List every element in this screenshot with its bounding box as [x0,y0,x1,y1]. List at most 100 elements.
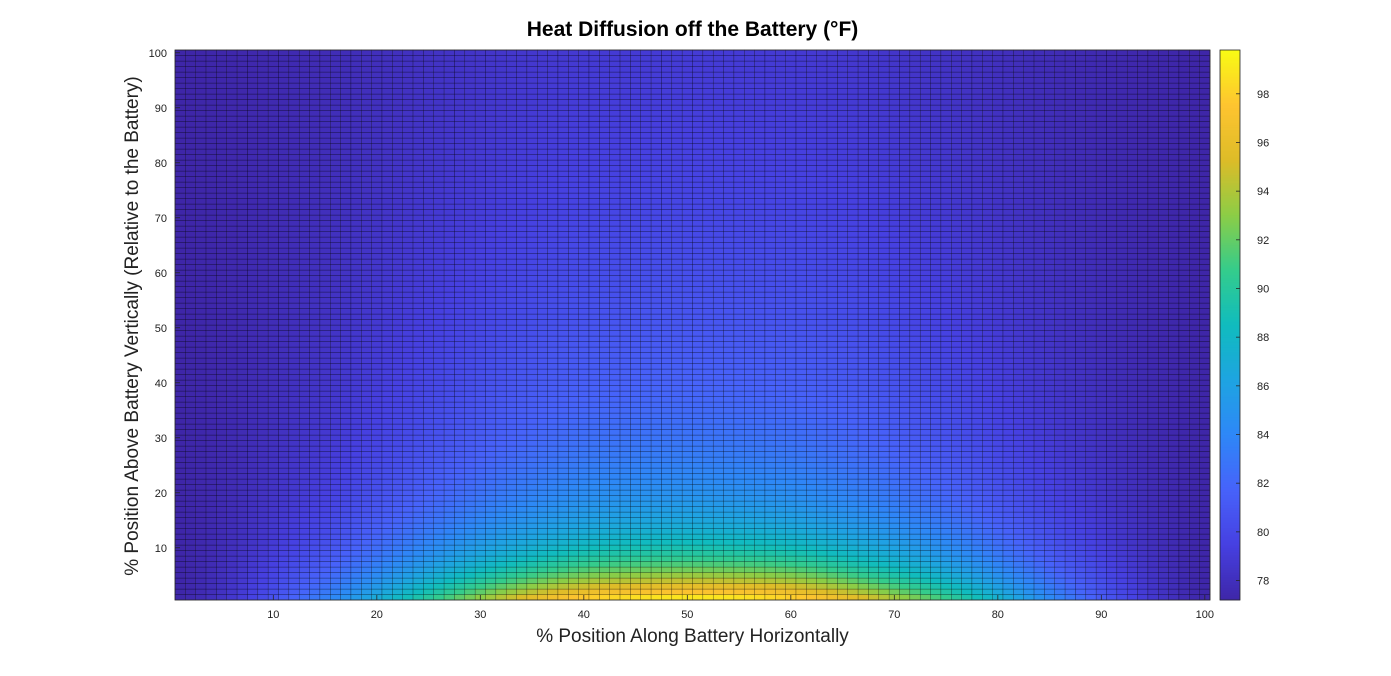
heatmap-cell [195,82,207,89]
heatmap-cell [671,451,683,458]
heatmap-cell [195,264,207,271]
heatmap-cell [392,341,403,348]
heatmap-cell [412,555,424,562]
heatmap-cell [454,181,466,188]
heatmap-cell [412,566,424,573]
heatmap-cell [609,60,621,67]
heatmap-cell [433,291,445,298]
heatmap-cell [640,258,652,265]
heatmap-cell [681,275,693,282]
heatmap-cell [288,517,300,524]
heatmap-cell [402,231,414,238]
heatmap-cell [619,77,631,84]
heatmap-cell [298,121,310,128]
heatmap-cell [526,93,538,100]
heatmap-cell [526,335,538,342]
heatmap-cell [526,440,538,447]
heatmap-cell [495,407,507,414]
heatmap-cell [257,456,269,463]
heatmap-cell [298,82,310,89]
heatmap-cell [599,242,610,249]
heatmap-cell [526,533,538,540]
heatmap-cell [671,214,683,221]
heatmap-cell [609,335,621,342]
heatmap-cell [505,176,517,183]
heatmap-cell [619,533,631,540]
heatmap-cell [298,269,310,276]
heatmap-cell [288,396,300,403]
heatmap-cell [216,198,228,205]
heatmap-cell [433,577,445,584]
heatmap-cell [288,495,300,502]
heatmap-cell [402,148,414,155]
heatmap-cell [464,203,476,210]
heatmap-cell [640,110,652,117]
heatmap-cell [681,313,693,320]
heatmap-cell [474,297,486,304]
heatmap-cell [568,82,579,89]
heatmap-cell [474,154,486,161]
heatmap-cell [330,467,341,474]
heatmap-cell [205,379,217,386]
heatmap-cell [247,489,259,496]
heatmap-cell [381,517,393,524]
heatmap-cell [671,407,683,414]
heatmap-cell [174,566,186,573]
heatmap-cell [609,77,621,84]
heatmap-cell [185,49,196,56]
heatmap-cell [505,275,517,282]
heatmap-cell [547,60,559,67]
heatmap-cell [495,264,507,271]
heatmap-cell [412,209,424,216]
heatmap-cell [361,577,372,584]
heatmap-cell [257,49,269,56]
heatmap-cell [547,401,559,408]
heatmap-cell [319,154,331,161]
heatmap-cell [578,231,590,238]
heatmap-cell [350,60,362,67]
heatmap-cell [681,330,693,337]
heatmap-cell [599,357,610,364]
heatmap-cell [278,220,290,227]
heatmap-cell [650,500,662,507]
heatmap-cell [319,572,331,579]
heatmap-cell [205,346,217,353]
heatmap-cell [568,71,579,78]
heatmap-cell [433,220,445,227]
heatmap-cell [630,462,642,469]
heatmap-cell [526,275,538,282]
heatmap-cell [216,478,228,485]
heatmap-cell [547,594,559,601]
heatmap-cell [340,258,352,265]
heatmap-cell [402,93,414,100]
heatmap-cell [537,434,548,441]
heatmap-cell [298,143,310,150]
heatmap-cell [257,341,269,348]
heatmap-cell [392,308,403,315]
heatmap-cell [557,247,569,254]
heatmap-cell [423,291,435,298]
heatmap-cell [588,49,600,56]
heatmap-cell [257,572,269,579]
heatmap-cell [392,60,403,67]
heatmap-cell [195,363,207,370]
heatmap-cell [526,456,538,463]
heatmap-cell [195,280,207,287]
heatmap-cell [443,335,455,342]
heatmap-cell [174,126,186,133]
heatmap-cell [340,247,352,254]
heatmap-cell [537,269,548,276]
heatmap-cell [516,517,528,524]
heatmap-cell [340,572,352,579]
heatmap-cell [174,478,186,485]
heatmap-cell [640,93,652,100]
heatmap-cell [505,385,517,392]
heatmap-cell [216,539,228,546]
heatmap-cell [681,451,693,458]
heatmap-cell [619,594,631,601]
heatmap-cell [588,126,600,133]
heatmap-cell [681,319,693,326]
heatmap-cell [671,225,683,232]
heatmap-cell [505,418,517,425]
heatmap-cell [309,467,321,474]
